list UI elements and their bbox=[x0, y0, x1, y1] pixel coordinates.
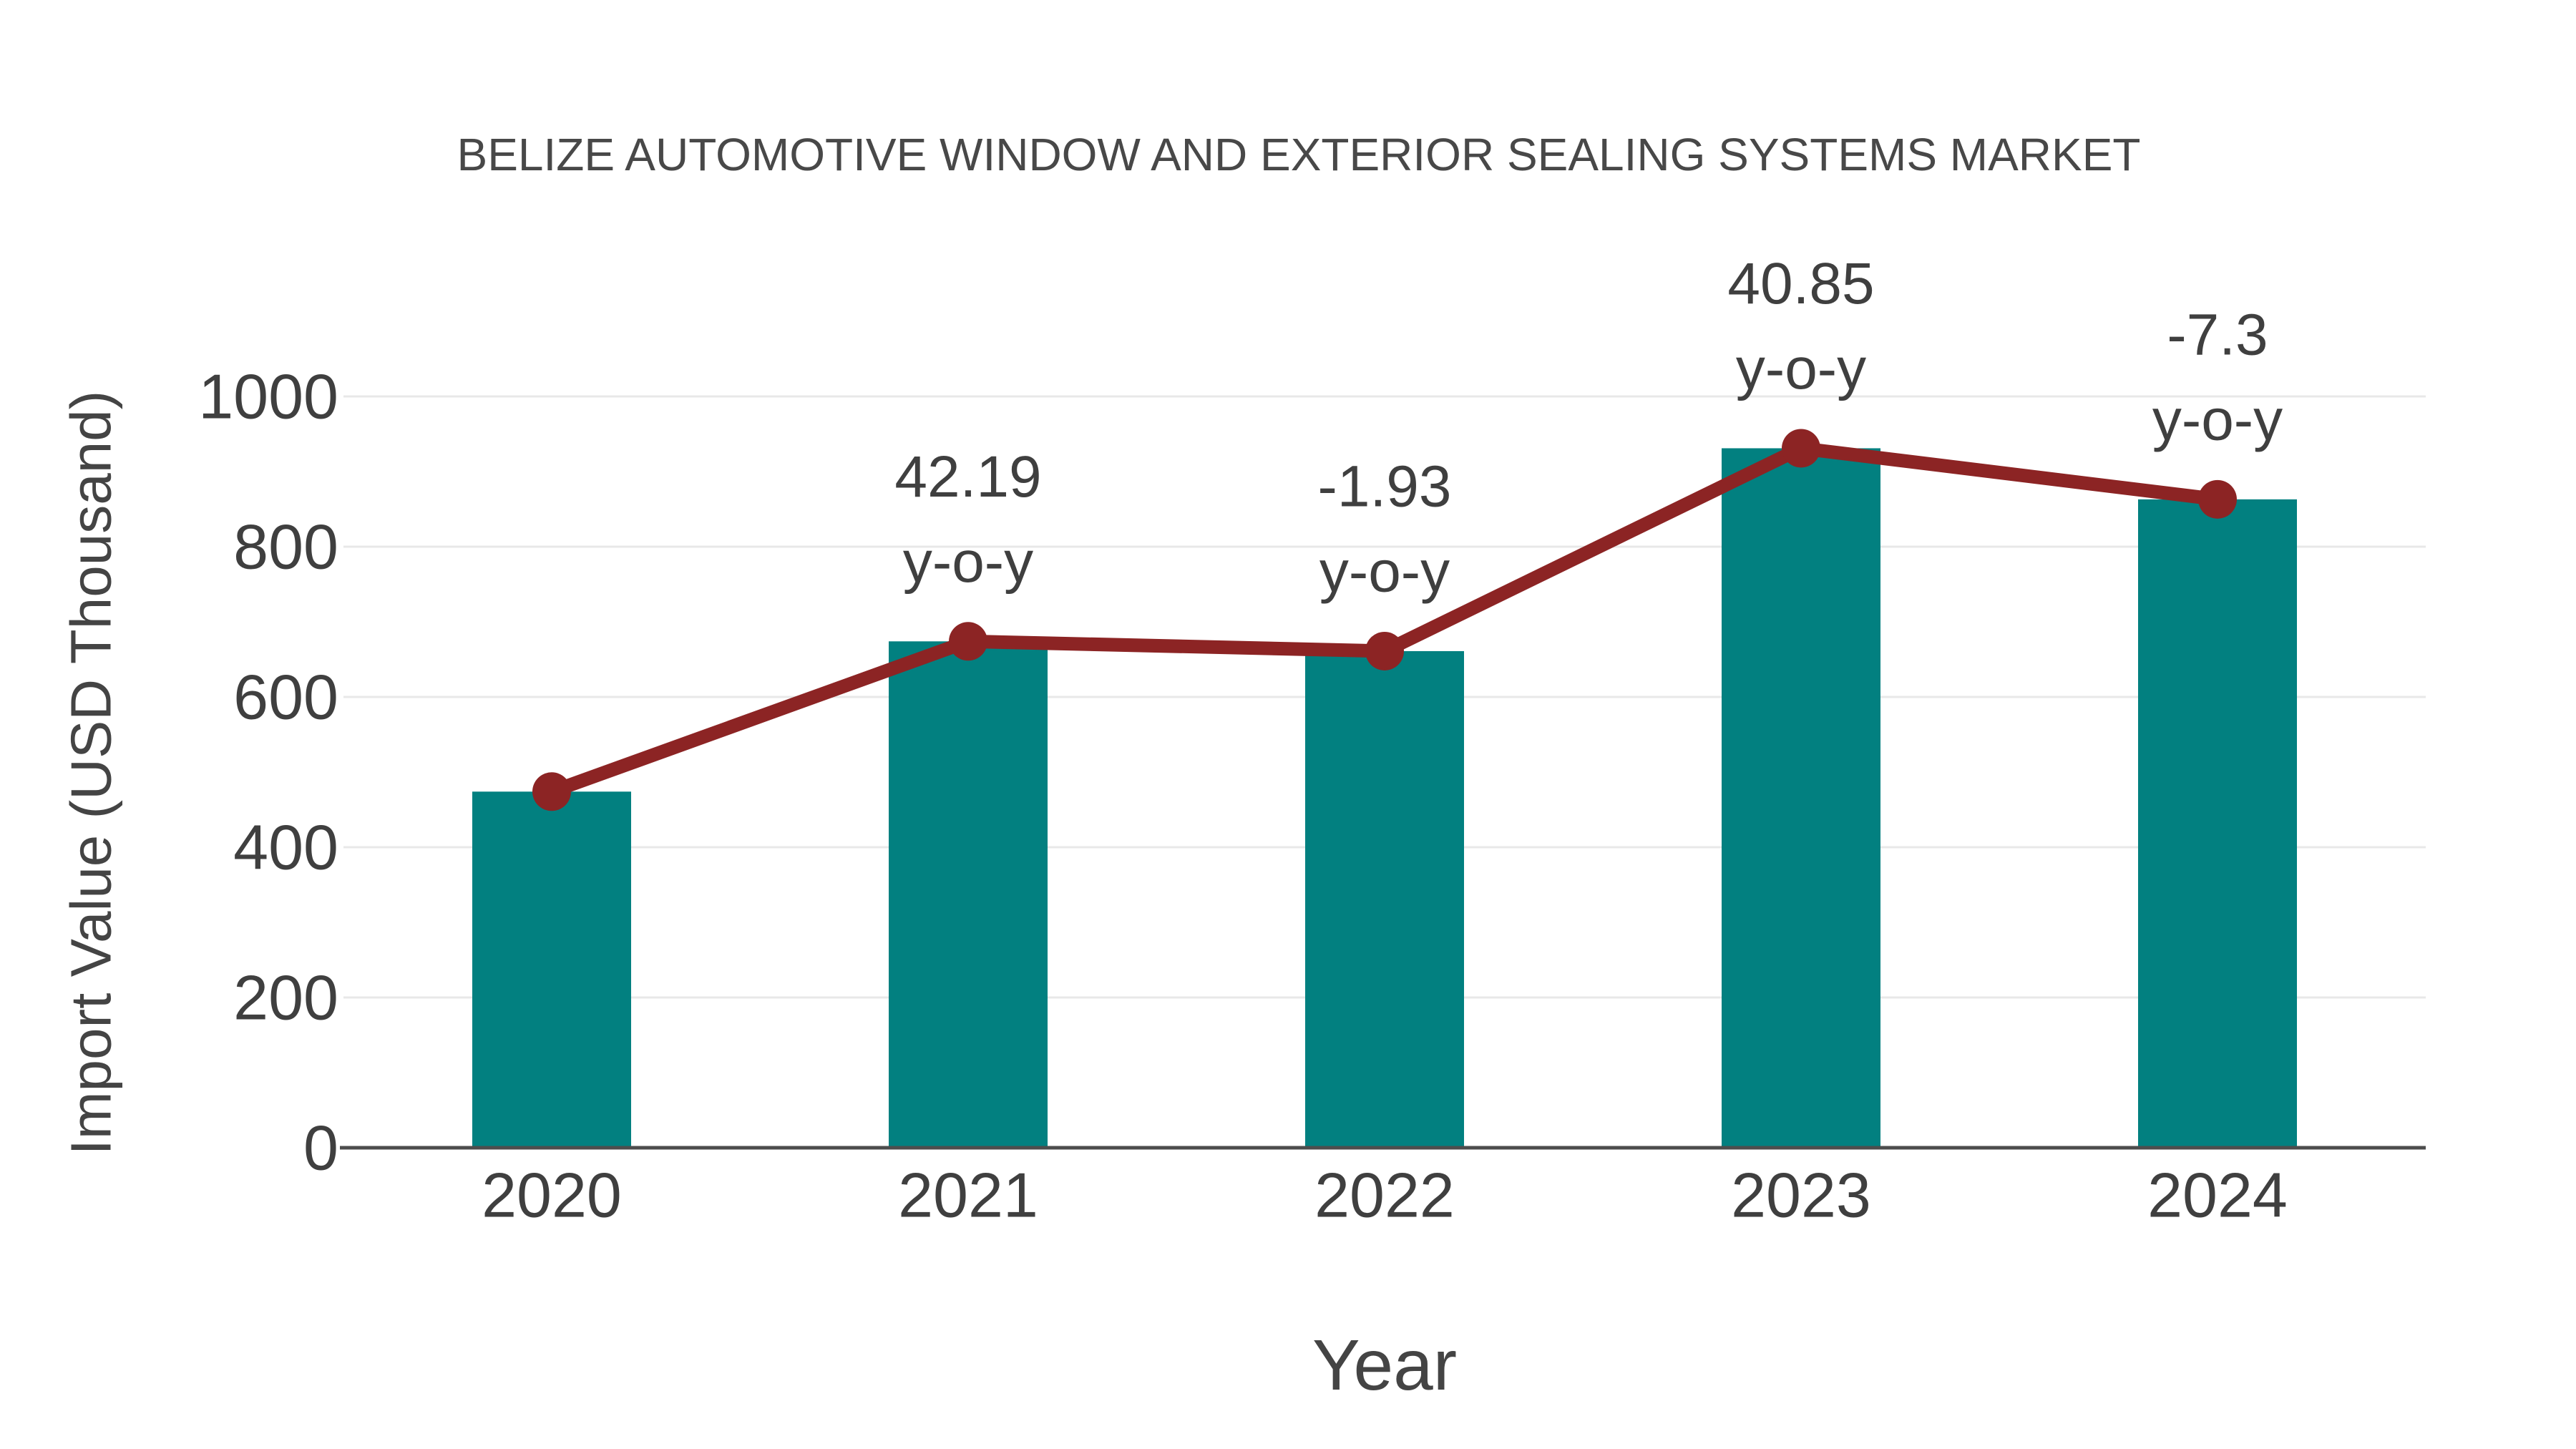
y-tick-label-600: 600 bbox=[233, 662, 338, 733]
line-series bbox=[532, 429, 2237, 811]
annotation-value-2023: 40.85 bbox=[1727, 251, 1874, 316]
x-tick-labels: 2020 2021 2022 2023 2024 bbox=[482, 1160, 2288, 1231]
y-tick-labels: 0 200 400 600 800 1000 bbox=[198, 361, 338, 1184]
annotation-yoy-2022: y-o-y bbox=[1319, 539, 1450, 604]
bar-2024 bbox=[2138, 499, 2297, 1148]
bar-2022 bbox=[1305, 650, 1464, 1148]
annotation-yoy-2024: y-o-y bbox=[2152, 387, 2283, 452]
x-tick-label-2024: 2024 bbox=[2147, 1160, 2288, 1231]
x-tick-label-2020: 2020 bbox=[482, 1160, 622, 1231]
annotation-value-2024: -7.3 bbox=[2167, 302, 2268, 367]
trend-marker-2023 bbox=[1782, 429, 1820, 468]
trend-marker-2024 bbox=[2198, 479, 2237, 519]
annotation-value-2021: 42.19 bbox=[894, 444, 1041, 509]
x-axis-title: Year bbox=[1312, 1325, 1457, 1405]
bar-series bbox=[472, 448, 2297, 1148]
yoy-annotations: 42.19 y-o-y -1.93 y-o-y 40.85 y-o-y -7.3 y-o-y bbox=[894, 251, 2283, 605]
annotation-yoy-2021: y-o-y bbox=[903, 530, 1033, 595]
trend-marker-2022 bbox=[1365, 631, 1404, 670]
y-tick-label-200: 200 bbox=[233, 962, 338, 1033]
bar-2020 bbox=[472, 791, 631, 1148]
y-tick-label-400: 400 bbox=[233, 812, 338, 883]
x-tick-label-2022: 2022 bbox=[1314, 1160, 1455, 1231]
x-tick-label-2021: 2021 bbox=[898, 1160, 1038, 1231]
annotation-yoy-2023: y-o-y bbox=[1736, 336, 1866, 401]
bar-2021 bbox=[889, 641, 1048, 1148]
y-axis-title: Import Value (USD Thousand) bbox=[59, 391, 123, 1156]
y-tick-label-0: 0 bbox=[303, 1113, 338, 1184]
chart-title: BELIZE AUTOMOTIVE WINDOW AND EXTERIOR SE… bbox=[457, 129, 2141, 180]
y-tick-label-800: 800 bbox=[233, 512, 338, 582]
trend-marker-2020 bbox=[532, 772, 571, 811]
y-tick-label-1000: 1000 bbox=[198, 361, 338, 432]
trend-marker-2021 bbox=[949, 622, 987, 661]
bar-2023 bbox=[1722, 448, 1880, 1148]
x-tick-label-2023: 2023 bbox=[1731, 1160, 1871, 1231]
annotation-value-2022: -1.93 bbox=[1318, 454, 1452, 519]
